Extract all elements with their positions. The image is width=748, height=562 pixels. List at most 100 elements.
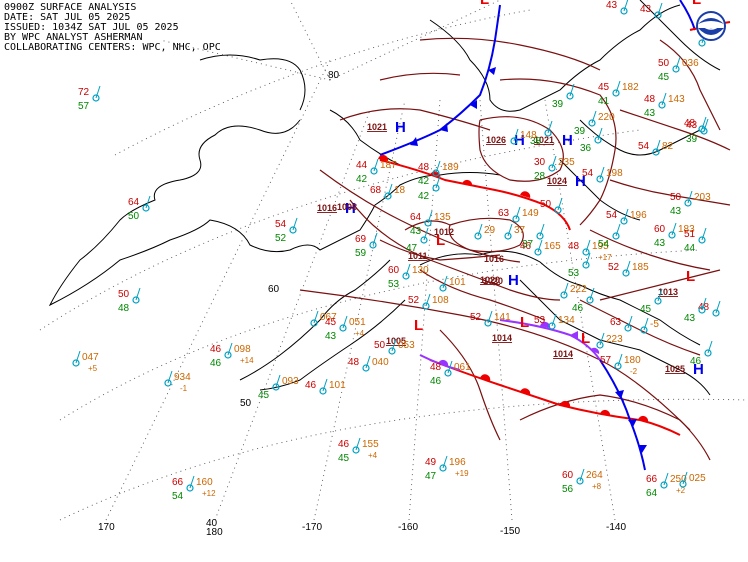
wind-barb <box>657 288 663 302</box>
pressure: 180 <box>624 355 641 366</box>
station-plot: 48 43 143 <box>644 92 685 119</box>
dewpoint: 28 <box>534 171 546 182</box>
station-plot: 047+5 <box>72 350 99 373</box>
station-circle <box>582 261 590 269</box>
lon-label-m170: -170 <box>302 522 322 533</box>
pressure-tendency: +19 <box>455 469 469 478</box>
station-circle <box>704 349 712 357</box>
station-circle <box>698 236 706 244</box>
pressure: 053 <box>398 340 415 351</box>
temperature: 30 <box>534 157 546 168</box>
isobar-label: 1012 <box>434 227 454 237</box>
wind-barb <box>405 263 411 277</box>
station-plot: 067 <box>310 310 337 327</box>
temperature: 43 <box>640 4 652 15</box>
pressure-center: H 1024 <box>547 173 586 190</box>
station-circle <box>698 125 706 133</box>
station-circle <box>420 236 428 244</box>
wind-barb <box>682 471 688 485</box>
temperature: 49 <box>425 457 437 468</box>
pressure-tendency: -1 <box>180 384 188 393</box>
station-plot: 48 46 061 <box>430 360 471 387</box>
greenland-edge <box>639 0 721 71</box>
wind-barb <box>627 315 633 329</box>
wind-barb <box>707 340 713 354</box>
center-value: 1024 <box>547 176 567 186</box>
station-circle <box>620 7 628 15</box>
pressure-tendency: +14 <box>240 356 254 365</box>
station-plot: 37 <box>522 223 545 250</box>
center-letter: L <box>436 232 445 249</box>
pressure: 198 <box>606 168 623 179</box>
pressure: -5 <box>650 319 659 330</box>
dewpoint: 45 <box>258 390 270 401</box>
center-letter: H <box>345 200 356 217</box>
header-line-1: 0900Z SURFACE ANALYSIS <box>4 2 137 13</box>
station-circle <box>679 480 687 488</box>
temperature: 46 <box>210 344 222 355</box>
pressure-center: H 1020 <box>480 272 519 289</box>
station-circle <box>620 217 628 225</box>
dewpoint: 39 <box>552 99 564 110</box>
center-letter: L <box>686 268 695 285</box>
dewpoint: 53 <box>568 268 580 279</box>
arctic-coast <box>199 54 401 166</box>
wind-barb <box>591 110 597 124</box>
station-plot: 223 <box>596 332 623 349</box>
station-plot: 60 53 130 <box>388 263 429 290</box>
station-circle <box>512 215 520 223</box>
station-circle <box>588 119 596 127</box>
wind-barb <box>615 223 621 237</box>
station-circle <box>439 284 447 292</box>
station-plot: 44 42 187 <box>356 158 397 185</box>
header-line-2: DATE: SAT JUL 05 2025 <box>4 12 131 23</box>
temperature: 52 <box>408 295 420 306</box>
pressure-tendency: +12 <box>202 489 216 498</box>
pressure: 108 <box>432 295 449 306</box>
station-circle <box>319 387 327 395</box>
wind-barb <box>292 217 298 231</box>
temperature: 54 <box>275 219 287 230</box>
wind-barb <box>322 378 328 392</box>
station-circle <box>388 347 396 355</box>
station-circle <box>224 351 232 359</box>
pressure-center: L <box>692 0 701 8</box>
station-circle <box>700 127 708 135</box>
dewpoint: 43 <box>325 331 337 342</box>
wind-barb <box>661 92 667 106</box>
temperature: 50 <box>374 340 386 351</box>
station-plot: 48 040 <box>348 355 389 372</box>
temperature: 68 <box>370 185 382 196</box>
station-plot: 39 <box>552 83 575 110</box>
station-plot: 43 <box>684 297 707 324</box>
pressure: 093 <box>282 376 299 387</box>
wind-barb <box>435 175 441 189</box>
pressure-center: L 1014 <box>553 330 590 359</box>
station-circle <box>72 359 80 367</box>
station-plot: 934-1 <box>164 370 191 393</box>
dewpoint: 47 <box>425 471 437 482</box>
pressure: 235 <box>558 157 575 168</box>
station-circle <box>698 306 706 314</box>
pressure-centers: H1021H1021H1026H1024L1011H1016H1020L1014… <box>317 0 704 378</box>
header-line-5: COLLABORATING CENTERS: WPC, NHC, OPC <box>4 42 221 53</box>
station-plot: 45 093 <box>258 374 299 401</box>
pressure-center: H 1025 <box>665 361 704 378</box>
pressure: 155 <box>362 439 379 450</box>
aleutians <box>259 299 406 391</box>
station-plot: 45 41 182 <box>598 80 639 107</box>
alaska-peninsula <box>239 259 391 381</box>
station-plot: 66 64 250+2 <box>646 472 687 499</box>
wind-barb <box>355 437 361 451</box>
station-circle <box>310 319 318 327</box>
wind-barb <box>547 120 553 134</box>
lon-label-180: 180 <box>206 527 223 538</box>
center-value: 1014 <box>553 349 573 359</box>
wind-barb <box>623 0 629 12</box>
wind-barb <box>507 223 513 237</box>
station-circle <box>668 231 676 239</box>
station-circle <box>272 383 280 391</box>
